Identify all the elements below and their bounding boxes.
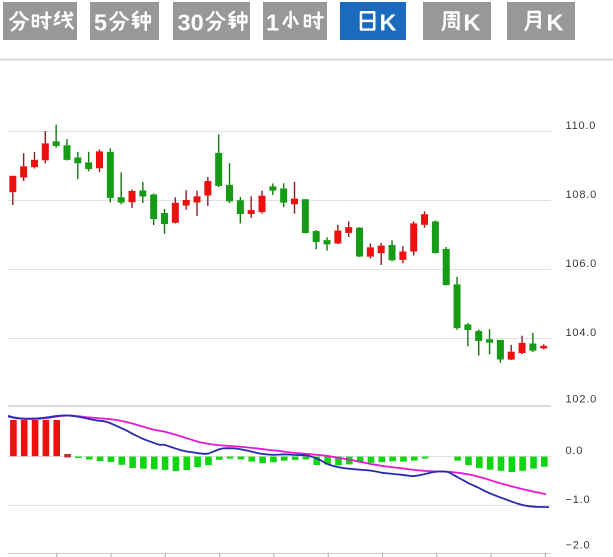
svg-text:102.0: 102.0	[566, 394, 598, 406]
svg-text:30: 30	[178, 9, 204, 35]
svg-text:1: 1	[266, 9, 279, 35]
svg-text:108.0: 108.0	[566, 189, 598, 201]
svg-text:104.0: 104.0	[566, 327, 598, 339]
svg-text:K: K	[380, 9, 397, 35]
svg-text:110.0: 110.0	[566, 120, 597, 132]
svg-text:−1.0: −1.0	[566, 494, 591, 506]
svg-text:K: K	[464, 9, 481, 35]
svg-text:−2.0: −2.0	[566, 539, 591, 551]
svg-text:0.0: 0.0	[566, 445, 584, 457]
svg-text:106.0: 106.0	[566, 258, 598, 270]
svg-text:5: 5	[94, 9, 107, 35]
svg-text:K: K	[547, 9, 564, 35]
